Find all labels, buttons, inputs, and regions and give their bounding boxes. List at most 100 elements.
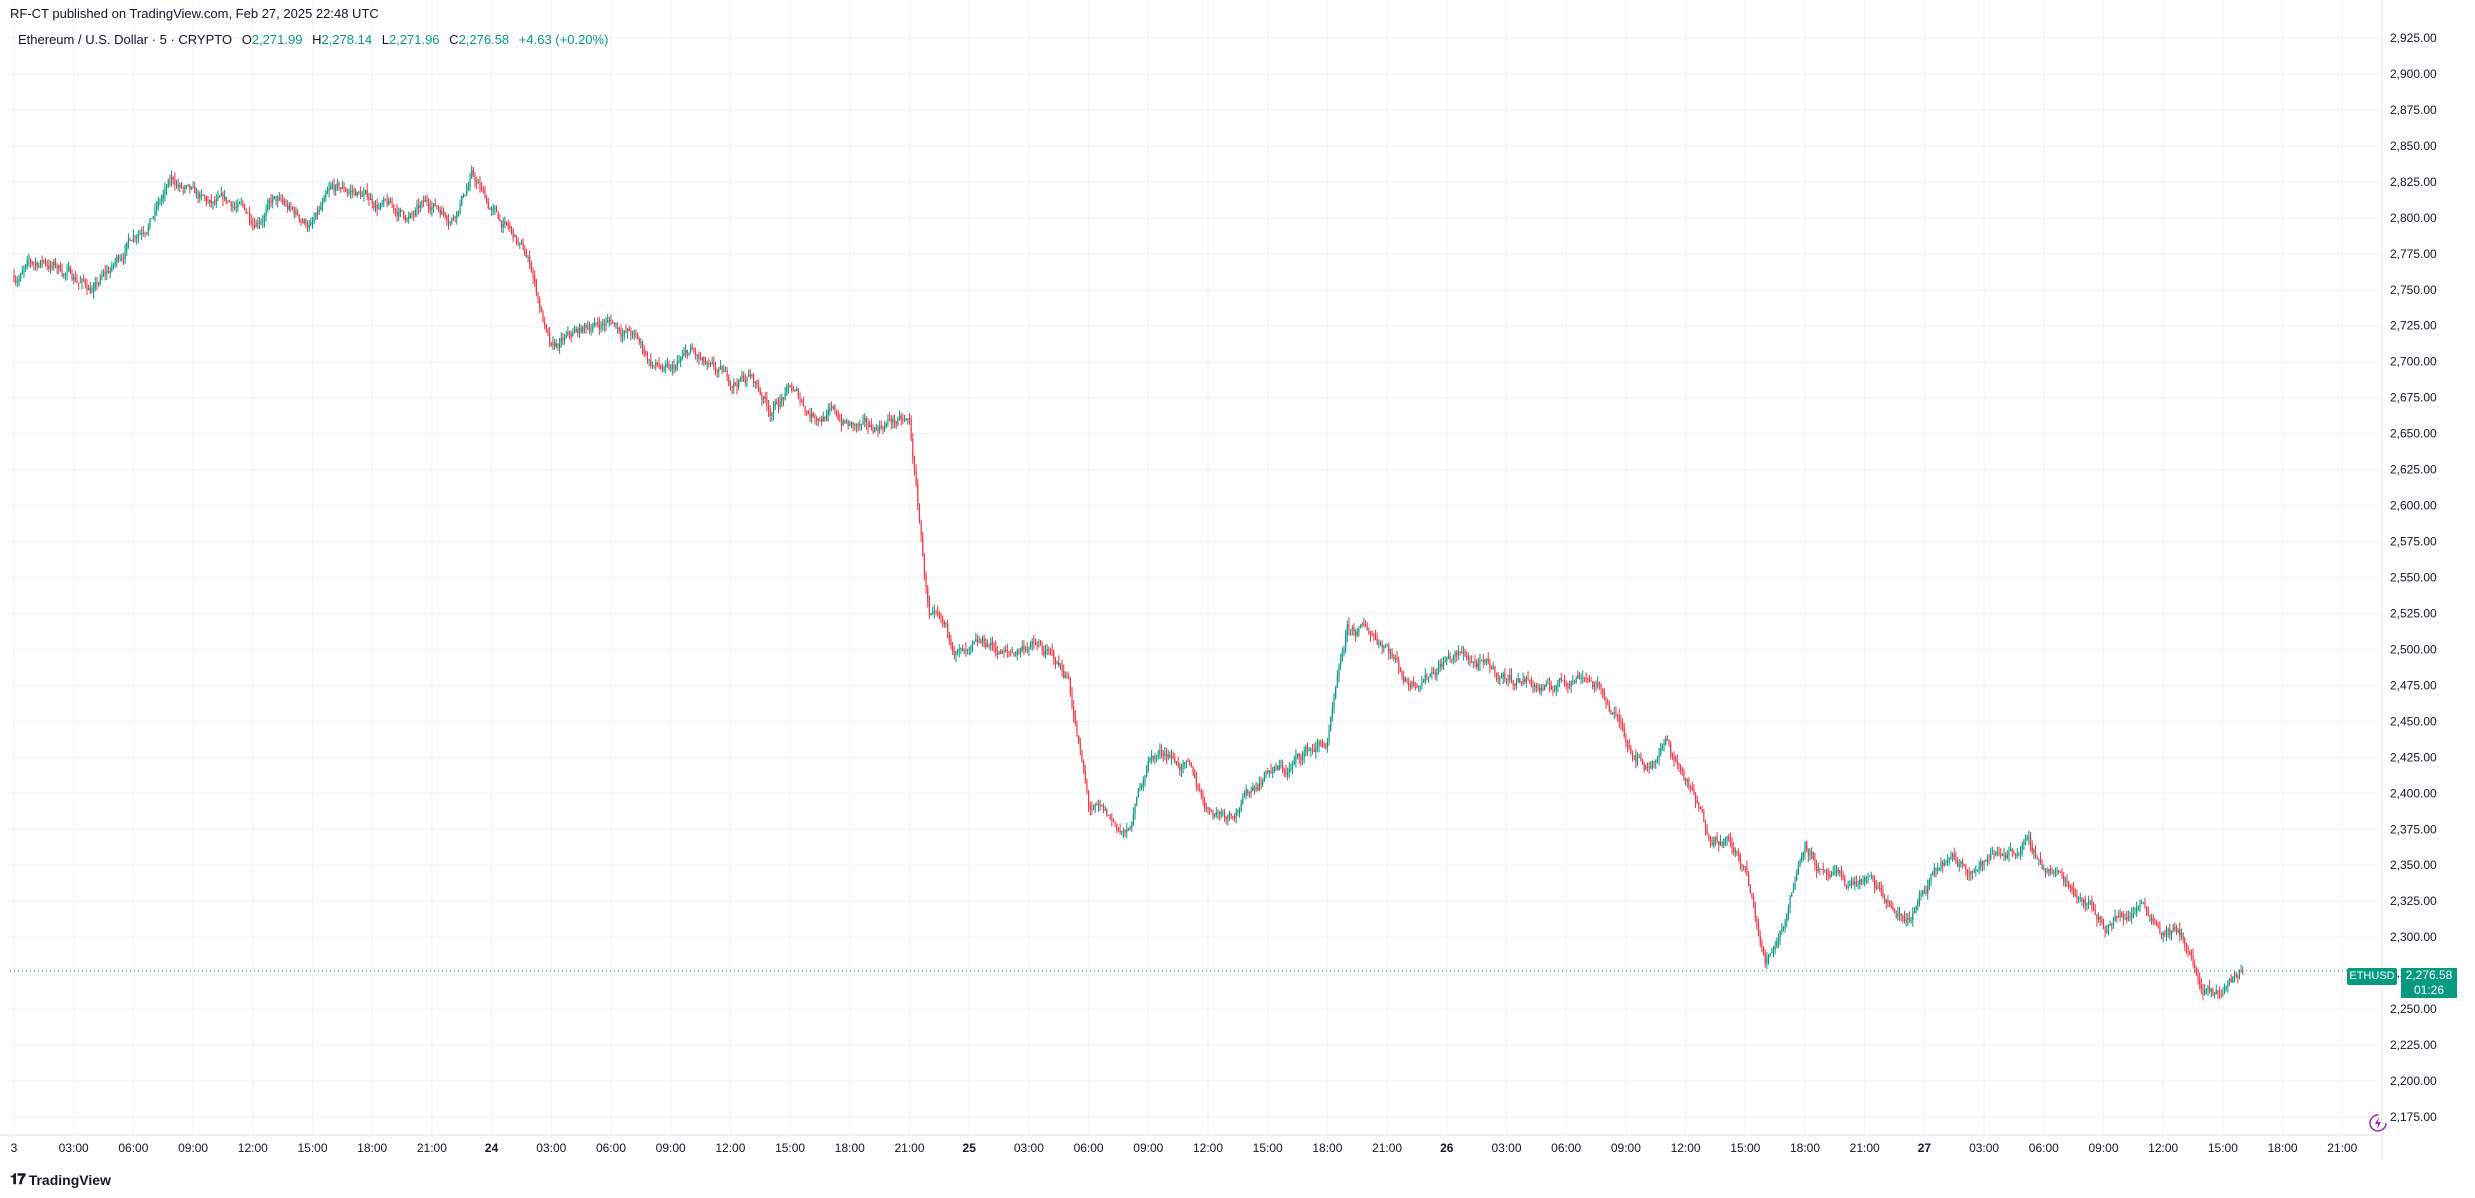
candle-body — [1817, 869, 1819, 872]
candle-body — [1383, 647, 1385, 649]
candle-body — [1192, 766, 1194, 775]
candle-body — [466, 190, 468, 195]
candle-body — [1845, 884, 1848, 888]
y-tick-label: 2,525.00 — [2390, 606, 2437, 620]
candle-body — [993, 644, 995, 648]
x-tick-label: 03:00 — [1014, 1141, 1044, 1155]
y-tick-label: 2,250.00 — [2390, 1002, 2437, 1016]
candle-body — [1796, 873, 1798, 880]
candle-body — [1117, 828, 1120, 831]
candle-body — [330, 186, 332, 189]
candle-body — [1779, 930, 1781, 939]
candle-body — [1499, 677, 1501, 680]
candle-body — [66, 270, 68, 274]
candle-body — [1666, 738, 1668, 740]
candle-body — [1350, 629, 1352, 631]
candle-body — [1155, 755, 1158, 757]
candle-body — [782, 397, 785, 400]
candle-body — [966, 649, 969, 651]
candle-body — [1801, 855, 1803, 861]
candle-body — [1270, 770, 1272, 773]
candle-body — [283, 201, 285, 205]
candle-body — [2006, 855, 2008, 858]
candle-body — [1233, 817, 1236, 819]
candle-body — [980, 641, 982, 643]
candle-body — [1754, 904, 1756, 919]
candle-body — [2117, 917, 2120, 918]
y-tick-label: 2,850.00 — [2390, 139, 2437, 153]
candle-body — [1955, 858, 1957, 862]
candle-body — [613, 322, 615, 324]
candle-body — [457, 211, 460, 213]
candle-body — [2091, 900, 2093, 908]
candle-body — [835, 410, 838, 415]
candle-body — [162, 194, 164, 199]
candle-body — [1539, 687, 1541, 691]
candle-body — [1301, 756, 1304, 761]
candle-body — [690, 347, 692, 353]
candle-body — [257, 222, 259, 224]
candle-body — [195, 192, 198, 194]
candle-body — [217, 196, 219, 200]
candle-body — [1607, 704, 1609, 705]
candle-body — [1353, 627, 1355, 632]
candle-body — [1396, 657, 1398, 660]
candle-body — [222, 193, 224, 200]
candle-body — [1786, 914, 1788, 922]
candle-body — [1771, 952, 1773, 954]
candle-body — [1764, 954, 1766, 964]
candle-body — [1419, 685, 1421, 687]
x-tick-label: 03:00 — [1969, 1141, 1999, 1155]
candle-body — [1927, 886, 1929, 894]
candle-body — [1074, 716, 1076, 724]
candle-body — [1653, 761, 1655, 763]
candle-body — [391, 203, 393, 205]
candle-body — [741, 375, 743, 380]
candle-body — [1905, 919, 1907, 921]
candle-body — [1146, 771, 1148, 776]
candle-body — [499, 219, 501, 221]
candle-body — [1854, 882, 1856, 884]
candle-body — [907, 418, 909, 420]
candle-body — [1631, 753, 1634, 756]
candle-body — [1374, 635, 1377, 640]
candle-body — [688, 352, 690, 355]
candle-body — [701, 357, 703, 360]
candle-body — [15, 280, 17, 282]
candle-body — [693, 349, 695, 352]
candle-body — [1464, 651, 1466, 656]
candle-body — [220, 193, 222, 197]
candle-body — [641, 341, 644, 349]
candle-body — [1406, 678, 1408, 683]
candle-body — [1207, 807, 1209, 810]
tradingview-brand[interactable]: 𝟏𝟕 TradingView — [10, 1171, 111, 1188]
candle-body — [757, 385, 760, 391]
candle-body — [961, 647, 964, 652]
candle-body — [1953, 854, 1955, 859]
candle-body — [1104, 809, 1106, 811]
candle-body — [514, 235, 516, 238]
candle-body — [20, 274, 22, 280]
candle-body — [1986, 858, 1989, 862]
candle-body — [938, 614, 940, 616]
candle-body — [1837, 869, 1839, 874]
candle-body — [1761, 943, 1763, 947]
candle-body — [1048, 649, 1050, 651]
candle-body — [1844, 878, 1846, 885]
candle-body — [1950, 855, 1952, 859]
candle-body — [598, 324, 600, 329]
candle-body — [446, 216, 448, 221]
y-tick-label: 2,500.00 — [2390, 642, 2437, 656]
candle-body — [1739, 856, 1741, 864]
candle-body — [1978, 866, 1980, 870]
candle-body — [1819, 869, 1821, 871]
candle-body — [1126, 829, 1128, 833]
candle-body — [1719, 841, 1722, 846]
replay-icon[interactable] — [2368, 1113, 2388, 1133]
candle-body — [892, 418, 894, 423]
candle-body — [1253, 787, 1256, 790]
candle-body — [1482, 659, 1484, 663]
candle-body — [1512, 680, 1514, 685]
candle-body — [670, 368, 672, 370]
